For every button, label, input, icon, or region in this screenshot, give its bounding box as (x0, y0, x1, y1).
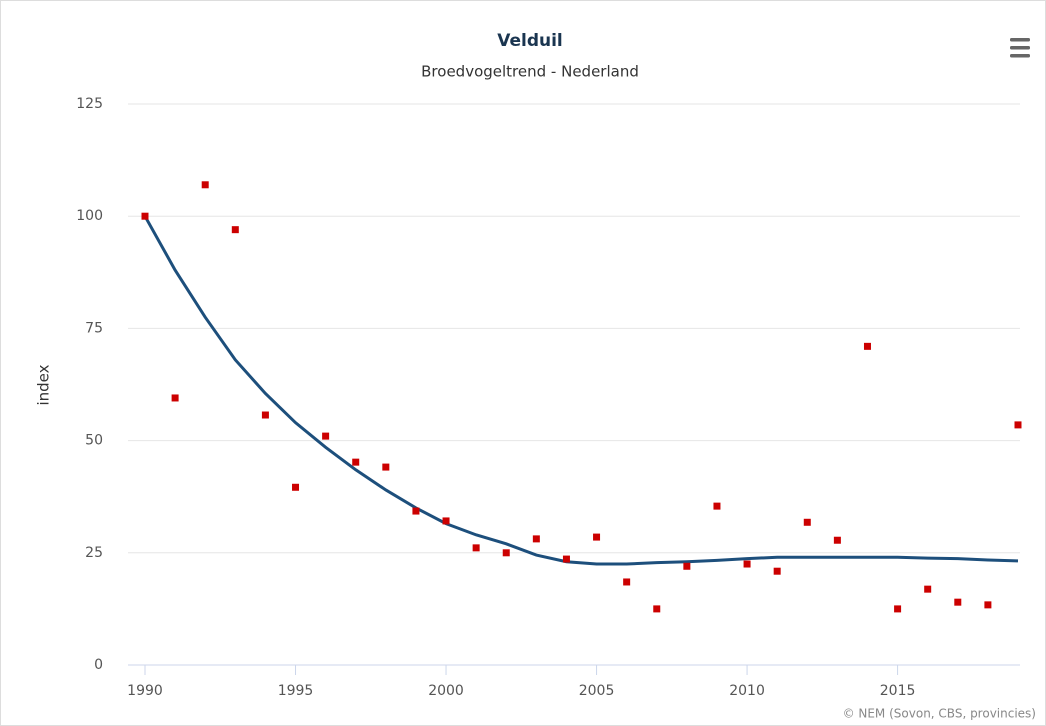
y-tick-label: 0 (94, 657, 103, 673)
data-point (653, 605, 661, 613)
data-point (201, 181, 209, 189)
menu-bar (1010, 54, 1030, 58)
data-point (713, 502, 721, 510)
x-tick-label: 2010 (729, 683, 765, 699)
y-tick-label: 50 (85, 433, 103, 449)
x-tick-label: 2015 (880, 683, 916, 699)
data-point (1014, 421, 1022, 429)
data-point (442, 517, 450, 525)
data-point (743, 560, 751, 568)
data-point (532, 535, 540, 543)
data-point (683, 562, 691, 570)
menu-button[interactable] (1010, 38, 1030, 58)
menu-bar (1010, 46, 1030, 50)
data-point (472, 544, 480, 552)
data-point (231, 226, 239, 234)
data-point (502, 549, 510, 557)
data-point (412, 507, 420, 515)
y-tick-label: 100 (76, 208, 103, 224)
data-point (322, 432, 330, 440)
y-tick-label: 25 (85, 545, 103, 561)
data-point (924, 585, 932, 593)
trend-line (143, 215, 1019, 566)
y-axis-label: index (35, 364, 53, 405)
data-point (984, 601, 992, 609)
data-point (593, 533, 601, 541)
x-tick-label: 1995 (278, 683, 314, 699)
data-point (292, 483, 300, 491)
x-tick-label: 2005 (579, 683, 615, 699)
data-point (141, 212, 149, 220)
y-tick-label: 75 (85, 320, 103, 336)
data-point (803, 518, 811, 526)
menu-bar (1010, 38, 1030, 42)
data-point (261, 411, 269, 419)
data-point (171, 394, 179, 402)
data-point (833, 536, 841, 544)
chart-title: Velduil (497, 31, 563, 51)
data-point (863, 342, 871, 350)
x-tick-label: 2000 (428, 683, 464, 699)
data-point (954, 598, 962, 606)
data-point (623, 578, 631, 586)
data-point (382, 463, 390, 471)
credits: © NEM (Sovon, CBS, provincies) (843, 707, 1036, 721)
x-tick-label: 1990 (127, 683, 163, 699)
data-point (773, 567, 781, 575)
data-point (894, 605, 902, 613)
y-tick-label: 125 (76, 96, 103, 112)
data-point (352, 458, 360, 466)
data-point (562, 555, 570, 563)
chart-subtitle: Broedvogeltrend - Nederland (421, 63, 639, 81)
